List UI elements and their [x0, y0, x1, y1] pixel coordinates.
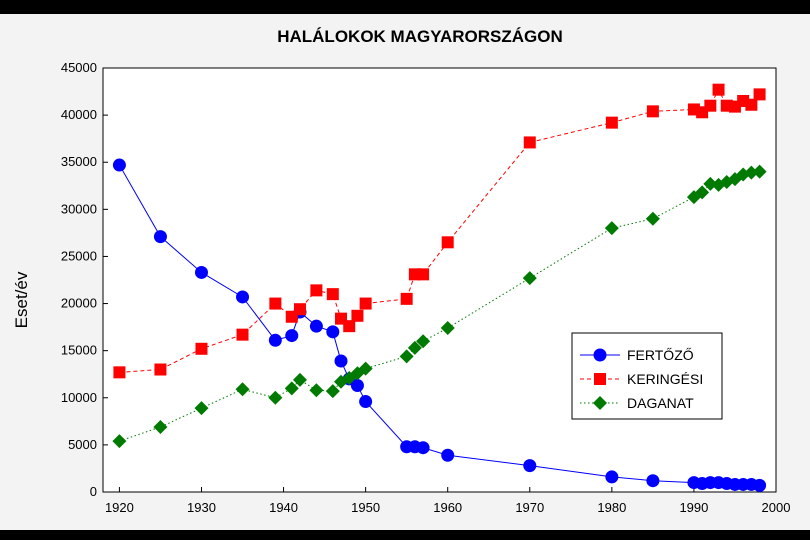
data-point-daganat [309, 383, 324, 398]
data-point-daganat [358, 361, 373, 376]
data-point-daganat [703, 176, 718, 191]
data-point-daganat [407, 340, 422, 355]
data-point-daganat [604, 221, 619, 236]
data-point-keringesi [113, 366, 126, 379]
data-point-keringesi [359, 297, 372, 310]
legend-label: DAGANAT [627, 395, 694, 411]
y-tick-label: 45000 [61, 60, 97, 75]
data-point-fertozo [309, 319, 323, 333]
legend-marker [593, 396, 607, 410]
data-point-keringesi [154, 363, 167, 376]
data-point-fertozo [268, 333, 282, 347]
legend-label: KERINGÉSI [627, 371, 703, 387]
data-point-daganat [645, 211, 660, 226]
y-tick-label: 0 [90, 484, 97, 499]
data-point-keringesi [417, 268, 430, 281]
data-point-daganat [522, 271, 537, 286]
x-tick-label: 2000 [762, 500, 791, 515]
plot-area [102, 67, 777, 493]
x-tick-label: 1950 [351, 500, 380, 515]
data-point-daganat [399, 349, 414, 364]
legend: FERTŐZŐ KERINGÉSI DAGANAT [571, 332, 723, 420]
data-point-keringesi [523, 136, 536, 149]
legend-item-fertozo: FERTŐZŐ [580, 347, 694, 363]
data-point-daganat [292, 372, 307, 387]
x-tick-label: 1930 [187, 500, 216, 515]
y-tick-label: 5000 [68, 437, 97, 452]
data-point-keringesi [293, 303, 306, 316]
data-point-daganat [416, 334, 431, 349]
y-tick-label: 25000 [61, 248, 97, 263]
chart-title: HALÁLOKOK MAGYARORSZÁGON [277, 27, 563, 46]
series-daganat [112, 164, 767, 449]
chart-figure: HALÁLOKOK MAGYARORSZÁGON Eset/év 0 5000 10… [0, 14, 810, 530]
x-tick-label: 1980 [597, 500, 626, 515]
data-point-fertozo [753, 478, 767, 492]
legend-label: FERTŐZŐ [627, 347, 694, 363]
data-point-daganat [235, 382, 250, 397]
data-point-keringesi [753, 88, 766, 101]
data-point-keringesi [712, 83, 725, 96]
x-tick-label: 1990 [679, 500, 708, 515]
legend-item-keringesi: KERINGÉSI [580, 371, 703, 387]
x-tick-label: 1960 [433, 500, 462, 515]
data-point-daganat [325, 384, 340, 399]
data-point-fertozo [112, 158, 126, 172]
data-point-fertozo [359, 395, 373, 409]
data-point-daganat [194, 401, 209, 416]
y-tick-label: 35000 [61, 154, 97, 169]
data-point-fertozo [334, 354, 348, 368]
data-point-keringesi [195, 342, 208, 355]
data-point-fertozo [523, 459, 537, 473]
data-point-fertozo [350, 379, 364, 393]
x-tick-label: 1920 [105, 500, 134, 515]
data-point-fertozo [646, 474, 660, 488]
data-point-keringesi [310, 284, 323, 297]
legend-marker [593, 348, 607, 362]
y-tick-label: 15000 [61, 343, 97, 358]
data-point-daganat [284, 381, 299, 396]
data-point-keringesi [704, 99, 717, 112]
data-point-daganat [153, 419, 168, 434]
series-fertozo [112, 158, 767, 492]
legend-marker [594, 373, 606, 385]
data-point-fertozo [441, 448, 455, 462]
y-tick-label: 30000 [61, 201, 97, 216]
data-point-keringesi [605, 116, 618, 129]
data-point-keringesi [745, 98, 758, 111]
chart-svg: HALÁLOKOK MAGYARORSZÁGON Eset/év 0 5000 10… [12, 27, 791, 515]
data-point-fertozo [285, 329, 299, 343]
data-point-daganat [440, 321, 455, 336]
data-point-daganat [744, 165, 759, 180]
data-point-fertozo [236, 290, 250, 304]
series-group [112, 83, 767, 492]
data-point-fertozo [194, 265, 208, 279]
data-point-daganat [695, 185, 710, 200]
data-point-keringesi [400, 292, 413, 305]
data-point-daganat [112, 434, 127, 449]
data-point-fertozo [416, 441, 430, 455]
data-point-keringesi [269, 297, 282, 310]
data-point-fertozo [326, 325, 340, 339]
x-tick-label: 1940 [269, 500, 298, 515]
axes: 0 5000 10000 15000 20000 25000 30000 35000 40000… [61, 60, 791, 515]
y-axis-label: Eset/év [12, 271, 31, 328]
data-point-fertozo [153, 230, 167, 244]
data-point-keringesi [351, 309, 364, 322]
y-tick-label: 10000 [61, 390, 97, 405]
x-tick-label: 1970 [515, 500, 544, 515]
y-tick-label: 20000 [61, 296, 97, 311]
y-tick-label: 40000 [61, 107, 97, 122]
data-point-keringesi [236, 328, 249, 341]
data-point-keringesi [343, 320, 356, 333]
data-point-keringesi [646, 105, 659, 118]
data-point-keringesi [326, 288, 339, 301]
data-point-fertozo [605, 470, 619, 484]
data-point-daganat [268, 390, 283, 405]
series-keringesi [113, 83, 766, 379]
data-point-keringesi [441, 236, 454, 249]
legend-item-daganat: DAGANAT [580, 395, 694, 411]
data-point-daganat [752, 164, 767, 179]
